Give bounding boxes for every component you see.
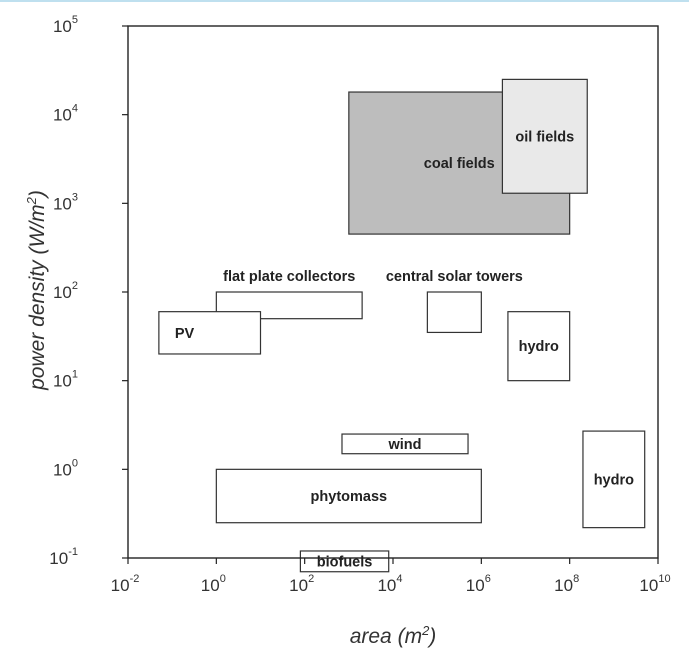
x-tick-label: 10-2 [111,573,140,595]
y-tick-label: 105 [53,14,78,36]
region-label-central-solar-towers: central solar towers [386,269,523,285]
region-hydro [507,311,571,382]
y-tick-label: 102 [53,280,78,302]
region-label-pv: PV [175,326,195,342]
x-tick-label: 108 [554,573,579,595]
y-axis-label: power density (W/m2) [24,190,49,391]
region-phytomass [215,468,482,524]
region-label-wind: wind [387,437,421,453]
x-axis-label: area (m2) [350,623,437,648]
x-tick-label: 106 [466,573,491,595]
region-label-coal-fields: coal fields [424,156,495,172]
region-central-solar-towers [426,291,482,334]
region-wind [341,433,469,455]
y-tick-label: 101 [53,369,78,391]
region-flat-plate-collectors [215,291,363,320]
region-label-oil-fields: oil fields [515,129,574,145]
region-label-phytomass: phytomass [311,489,388,505]
ticks-layer: 10-2 100 102 104 106 108 1010 10-1 100 101 102 103 1… [49,14,670,595]
x-tick-label: 1010 [639,573,670,595]
labels-layer: coal fields oil fields flat plate collecto… [175,129,634,570]
regions-layer [158,78,646,573]
x-tick-label: 102 [289,573,314,595]
y-tick-label: 10-1 [49,546,78,568]
region-label-biofuels: biofuels [317,554,373,570]
x-tick-label: 100 [201,573,226,595]
region-biofuels [299,550,390,573]
region-label-hydro: hydro [594,472,634,488]
region-oil-fields [501,78,588,194]
region-hydro [582,430,646,529]
y-tick-label: 104 [53,103,78,125]
region-pv [158,311,262,355]
y-tick-label: 100 [53,457,78,479]
y-tick-label: 103 [53,191,78,213]
x-tick-label: 104 [377,573,402,595]
region-label-hydro: hydro [519,339,559,355]
region-label-flat-plate-collectors: flat plate collectors [223,269,355,285]
